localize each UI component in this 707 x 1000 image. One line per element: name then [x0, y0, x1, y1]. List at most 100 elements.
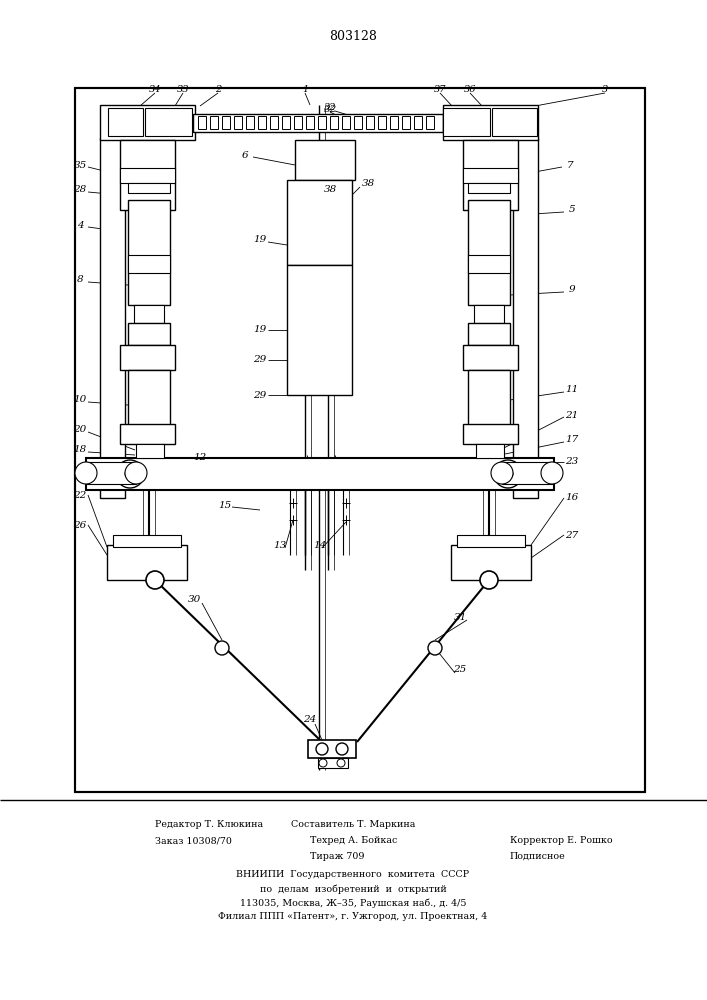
Text: 19: 19 [253, 326, 267, 334]
Text: 29: 29 [253, 390, 267, 399]
Bar [128, 323, 170, 345]
Bar [492, 108, 537, 136]
Text: 113035, Москва, Ж–35, Раушская наб., д. 4/5: 113035, Москва, Ж–35, Раушская наб., д. … [240, 898, 466, 908]
Text: 14: 14 [313, 540, 327, 550]
Bar [128, 370, 170, 425]
Circle shape [146, 571, 164, 589]
Text: 2: 2 [215, 86, 221, 95]
Text: 18: 18 [74, 446, 87, 454]
Bar [426, 116, 434, 129]
Text: 25: 25 [453, 666, 467, 674]
Text: 8: 8 [76, 275, 83, 284]
Circle shape [336, 743, 348, 755]
Text: Тираж 709: Тираж 709 [310, 852, 365, 861]
Text: 6: 6 [242, 150, 248, 159]
Bar [414, 116, 422, 129]
Bar [457, 535, 525, 547]
Bar [468, 370, 510, 425]
Text: 11: 11 [566, 385, 578, 394]
Text: 27: 27 [566, 530, 578, 540]
Bar [468, 255, 510, 273]
Text: 32: 32 [323, 104, 337, 113]
Text: 17: 17 [566, 436, 578, 444]
Circle shape [125, 469, 135, 479]
Circle shape [503, 469, 513, 479]
Bar [128, 255, 170, 273]
Text: 803128: 803128 [329, 30, 377, 43]
Bar [513, 138, 538, 498]
Text: 35: 35 [74, 160, 87, 169]
Text: 10: 10 [74, 395, 87, 404]
Bar [463, 140, 518, 210]
Text: 20: 20 [74, 426, 87, 434]
Bar [258, 116, 266, 129]
Text: 21: 21 [566, 410, 578, 420]
Text: ВНИИПИ  Государственного  комитета  СССР: ВНИИПИ Государственного комитета СССР [236, 870, 469, 879]
Bar [120, 168, 175, 183]
Bar [86, 462, 136, 484]
Circle shape [480, 571, 498, 589]
Bar [390, 116, 398, 129]
Text: 7: 7 [567, 160, 573, 169]
Text: 15: 15 [218, 500, 232, 510]
Bar [318, 116, 326, 129]
Text: Техред А. Бойкас: Техред А. Бойкас [310, 836, 397, 845]
Bar [128, 200, 170, 305]
Bar [210, 116, 218, 129]
Text: Подписное: Подписное [510, 852, 566, 861]
Bar [120, 424, 175, 444]
Text: Составитель Т. Маркина: Составитель Т. Маркина [291, 820, 415, 829]
Bar [120, 345, 175, 370]
Text: Заказ 10308/70: Заказ 10308/70 [155, 836, 232, 845]
Text: Филиал ППП «Патент», г. Ужгород, ул. Проектная, 4: Филиал ППП «Патент», г. Ужгород, ул. Про… [218, 912, 488, 921]
Bar [282, 116, 290, 129]
Circle shape [428, 641, 442, 655]
Bar [100, 138, 125, 498]
Bar [270, 116, 278, 129]
Circle shape [125, 462, 147, 484]
Text: 23: 23 [566, 458, 578, 466]
Text: 12: 12 [194, 454, 206, 462]
Text: 1: 1 [302, 86, 308, 95]
Bar [86, 458, 554, 490]
Text: 38: 38 [323, 186, 337, 194]
Text: 9: 9 [568, 286, 575, 294]
Text: Редактор Т. Клюкина: Редактор Т. Клюкина [155, 820, 263, 829]
Bar [294, 116, 302, 129]
Text: 29: 29 [253, 356, 267, 364]
Bar [75, 88, 645, 792]
Text: 19: 19 [253, 235, 267, 244]
Bar [108, 108, 143, 136]
Bar [287, 265, 352, 395]
Text: 13: 13 [274, 540, 286, 550]
Bar [246, 116, 254, 129]
Bar [366, 116, 374, 129]
Bar [402, 116, 410, 129]
Bar [463, 168, 518, 183]
Bar [443, 108, 490, 136]
Bar [193, 114, 443, 132]
Text: 31: 31 [453, 613, 467, 622]
Bar [222, 116, 230, 129]
Text: 28: 28 [74, 186, 87, 194]
Text: 16: 16 [566, 493, 578, 502]
Bar [198, 116, 206, 129]
Bar [468, 200, 510, 305]
Bar [443, 105, 538, 140]
Text: 38: 38 [361, 178, 375, 188]
Bar [463, 424, 518, 444]
Text: 5: 5 [568, 206, 575, 215]
Bar [234, 116, 242, 129]
Bar [474, 305, 504, 323]
Bar [145, 108, 192, 136]
Text: 4: 4 [76, 221, 83, 230]
Bar [134, 305, 164, 323]
Bar [107, 545, 187, 580]
Bar [451, 545, 531, 580]
Bar [378, 116, 386, 129]
Circle shape [316, 743, 328, 755]
Text: 22: 22 [74, 490, 87, 499]
Circle shape [541, 462, 563, 484]
Bar [306, 116, 314, 129]
Bar [468, 323, 510, 345]
